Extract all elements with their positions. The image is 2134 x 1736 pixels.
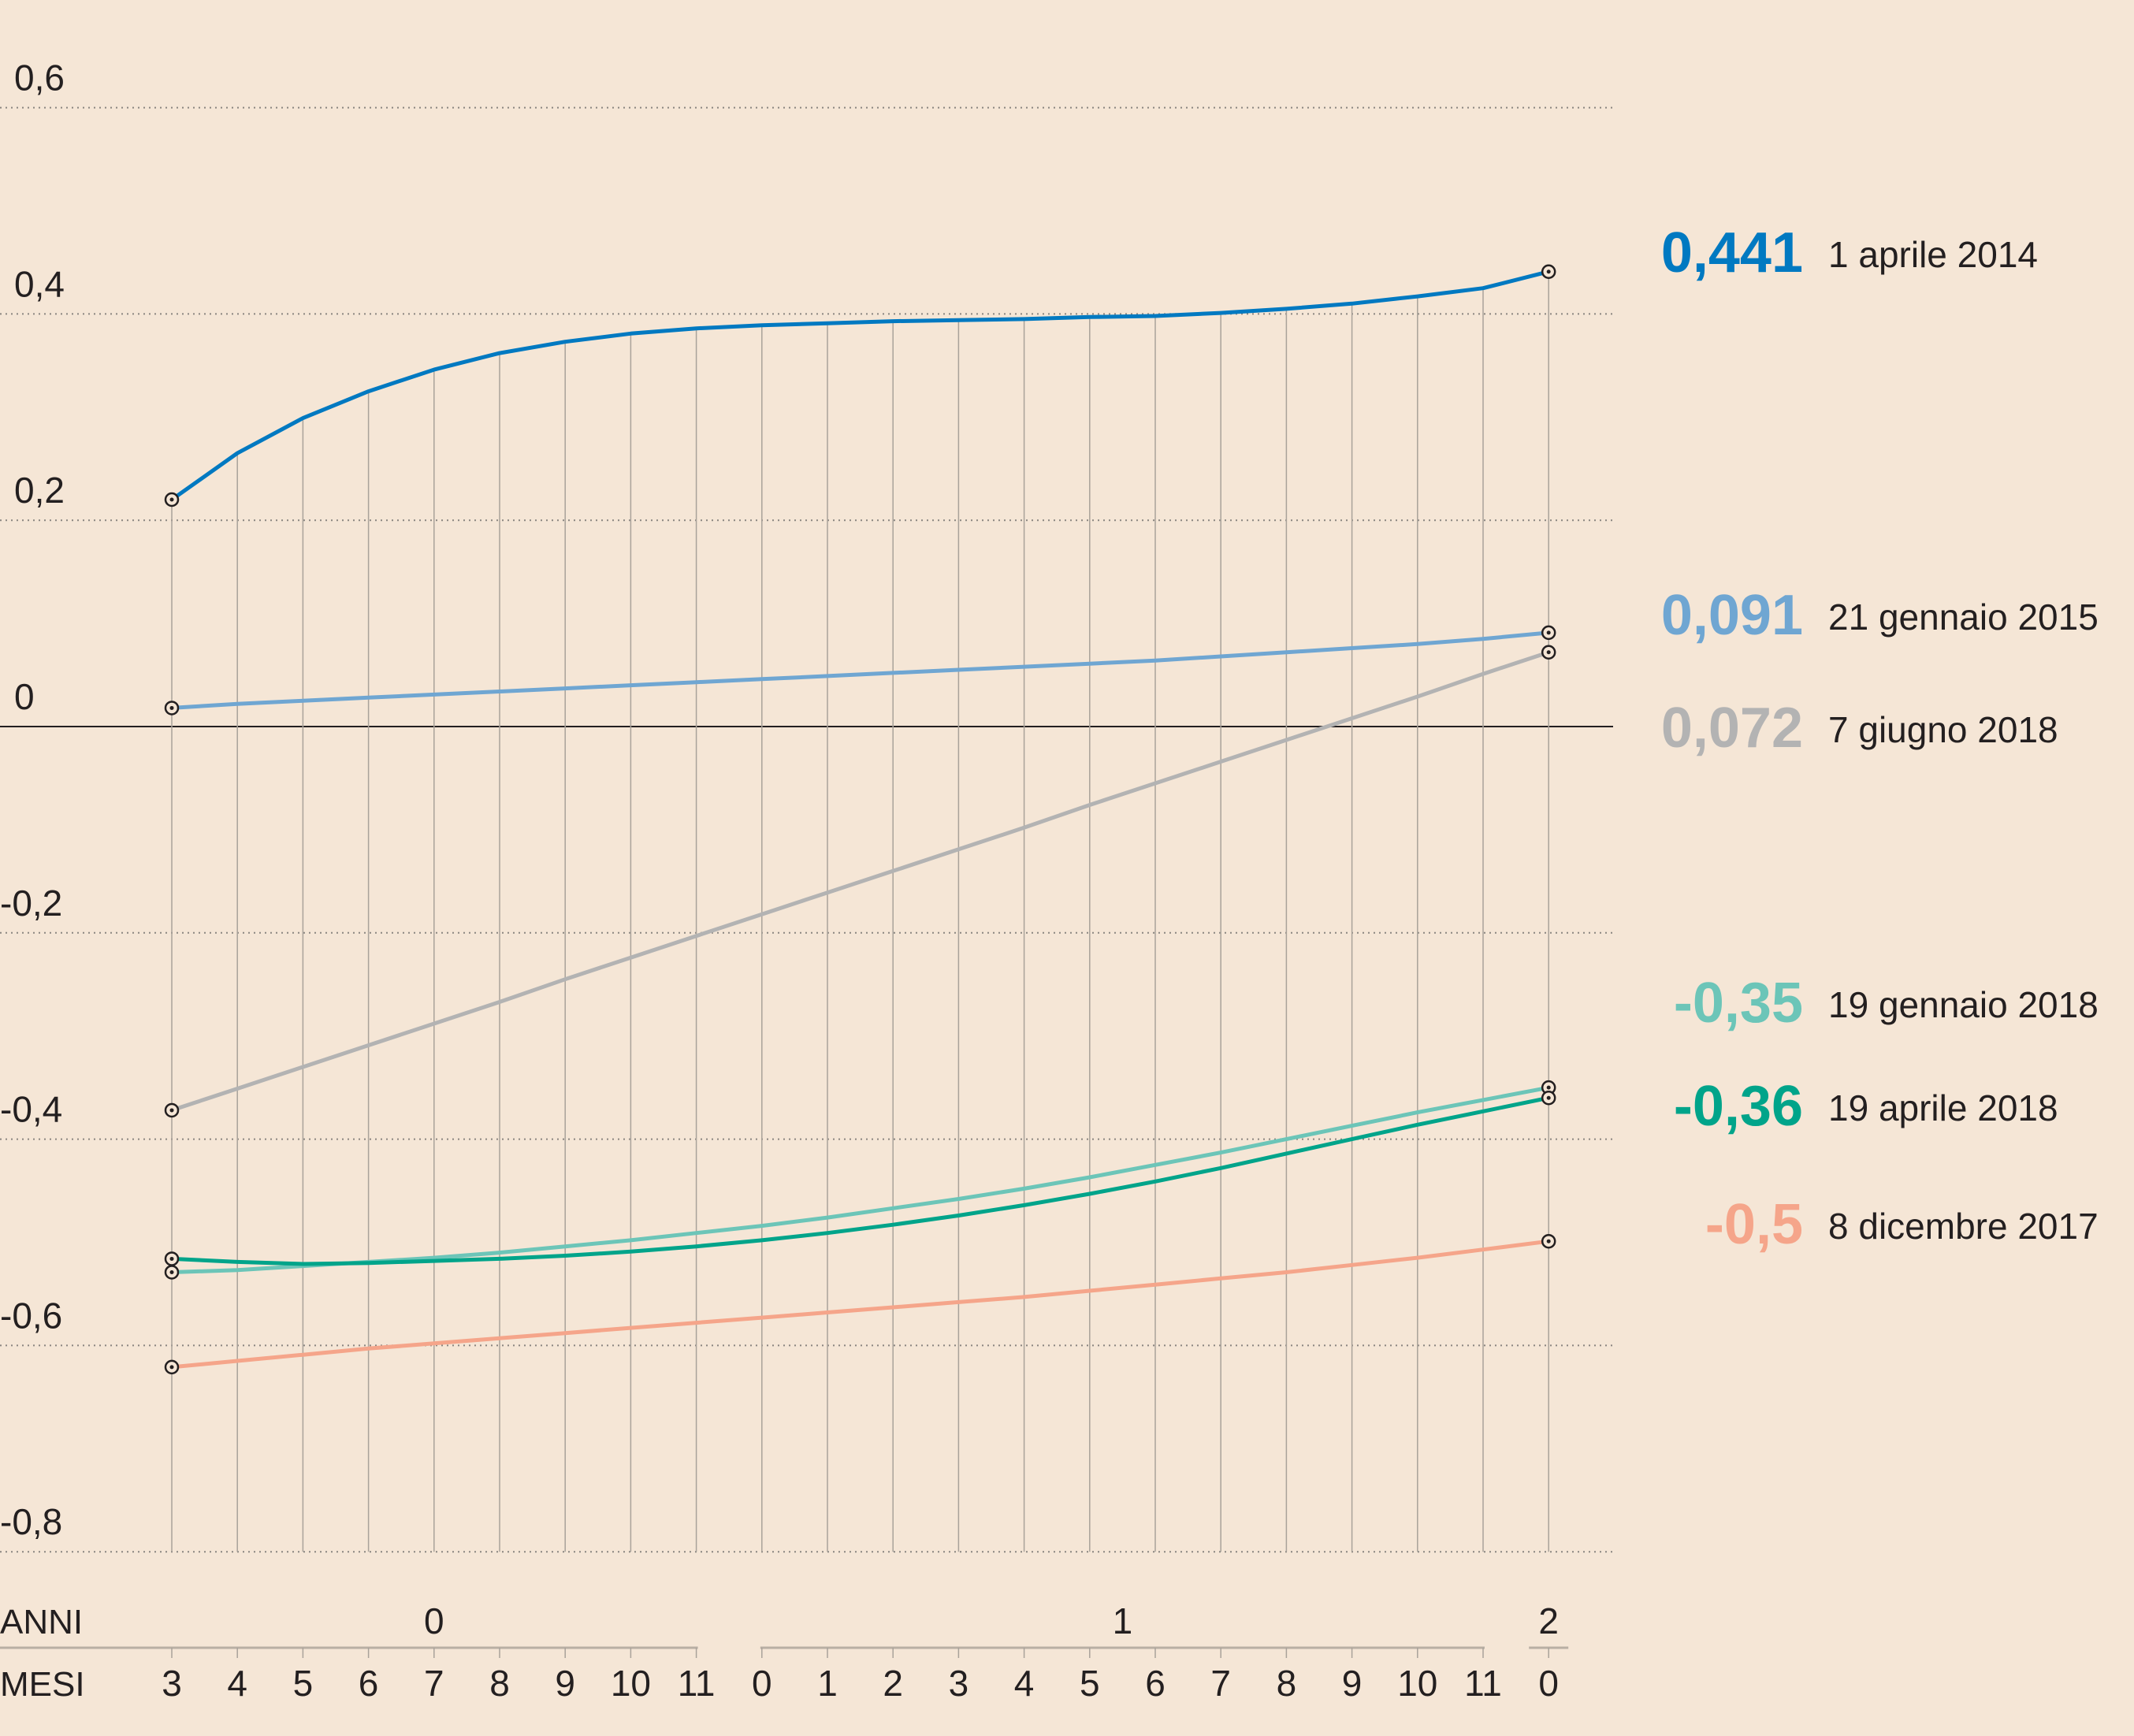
x-year-label: 1	[1113, 1600, 1133, 1641]
y-tick-label: -0,4	[0, 1089, 62, 1130]
x-month-label: 7	[1210, 1663, 1231, 1704]
series-end-value: 0,091	[1661, 584, 1803, 647]
series-name: 19 aprile 2018	[1828, 1087, 2058, 1128]
series-name: 19 gennaio 2018	[1828, 984, 2099, 1025]
y-tick-label: 0	[14, 676, 35, 717]
x-month-label: 3	[162, 1663, 182, 1704]
x-month-label: 10	[1397, 1663, 1437, 1704]
data-point-marker-dot	[169, 1269, 174, 1274]
data-point-marker-dot	[1546, 1239, 1551, 1243]
series-line	[170, 270, 1549, 502]
y-tick-label: -0,6	[0, 1295, 62, 1336]
x-axis-mesi-label: MESI	[0, 1665, 85, 1704]
x-month-label: 0	[1538, 1663, 1559, 1704]
series-line	[171, 650, 1549, 1113]
series-name: 21 gennaio 2015	[1828, 597, 2099, 638]
x-month-label: 5	[1080, 1663, 1100, 1704]
series-end-value: 0,441	[1661, 221, 1803, 284]
y-tick-label: -0,2	[0, 883, 62, 924]
x-axis-anni-label: ANNI	[0, 1603, 83, 1641]
data-point-marker-dot	[1546, 630, 1551, 635]
x-month-label: 5	[293, 1663, 314, 1704]
x-month-label: 11	[678, 1663, 716, 1704]
series-end-value: 0,072	[1661, 697, 1803, 760]
x-month-label: 11	[1464, 1663, 1502, 1704]
x-month-label: 8	[489, 1663, 510, 1704]
x-axis: ANNI MESI 0 1 2 3 4 5 6 7 8 9 10 11 0 1 2 3 4 5 6 7 8 9 10 11 0	[0, 1600, 1569, 1704]
y-tick-label: 0,6	[14, 58, 65, 99]
series-end-value: -0,35	[1674, 972, 1803, 1035]
x-month-label: 7	[424, 1663, 444, 1704]
data-point-marker-dot	[169, 1256, 174, 1261]
data-point-marker-dot	[169, 1108, 174, 1113]
data-point-marker-dot	[169, 1365, 174, 1370]
x-month-label: 4	[1014, 1663, 1035, 1704]
series-name: 8 dicembre 2017	[1828, 1206, 2099, 1247]
series-line	[171, 1239, 1549, 1370]
y-tick-label: 0,4	[14, 263, 65, 304]
x-month-label: 2	[883, 1663, 903, 1704]
series-line	[171, 1095, 1549, 1266]
series-name: 1 aprile 2014	[1828, 234, 2038, 275]
x-year-label: 2	[1538, 1600, 1559, 1641]
series-lines	[170, 270, 1549, 1370]
series-name: 7 giugno 2018	[1828, 709, 2058, 750]
x-month-label: 9	[555, 1663, 575, 1704]
series-line	[171, 630, 1549, 710]
x-month-label: 10	[611, 1663, 651, 1704]
data-point-marker-dot	[169, 497, 174, 502]
y-tick-label: 0,2	[14, 470, 65, 511]
data-point-marker-dot	[1546, 1095, 1551, 1100]
endpoint-markers	[164, 264, 1556, 1375]
gridlines: 0,6 0,4 0,2 0 -0,2 -0,4 -0,6 -0,8	[0, 58, 1613, 1553]
x-month-label: 0	[752, 1663, 772, 1704]
series-end-value: -0,36	[1674, 1075, 1803, 1138]
series-end-value: -0,5	[1705, 1193, 1803, 1256]
x-month-label: 6	[1145, 1663, 1166, 1704]
series-line	[171, 1085, 1549, 1274]
vertical-gridlines	[171, 271, 1549, 1552]
data-point-marker-dot	[1546, 1085, 1551, 1090]
data-point-marker-dot	[1546, 270, 1551, 274]
x-year-label: 0	[424, 1600, 444, 1641]
x-month-label: 8	[1277, 1663, 1297, 1704]
series-labels: 0,441 1 aprile 2014 0,091 21 gennaio 2015 0,…	[1661, 221, 2099, 1256]
data-point-marker-dot	[169, 705, 174, 710]
x-month-label: 6	[359, 1663, 379, 1704]
y-tick-label: -0,8	[0, 1501, 62, 1542]
data-point-marker-dot	[1546, 650, 1551, 655]
x-month-label: 1	[817, 1663, 838, 1704]
x-month-label: 9	[1342, 1663, 1363, 1704]
x-month-label: 4	[227, 1663, 247, 1704]
x-month-label: 3	[949, 1663, 969, 1704]
